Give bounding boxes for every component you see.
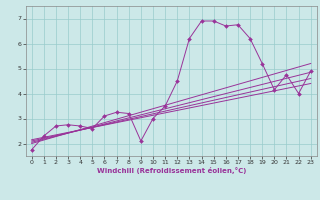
X-axis label: Windchill (Refroidissement éolien,°C): Windchill (Refroidissement éolien,°C)	[97, 167, 246, 174]
